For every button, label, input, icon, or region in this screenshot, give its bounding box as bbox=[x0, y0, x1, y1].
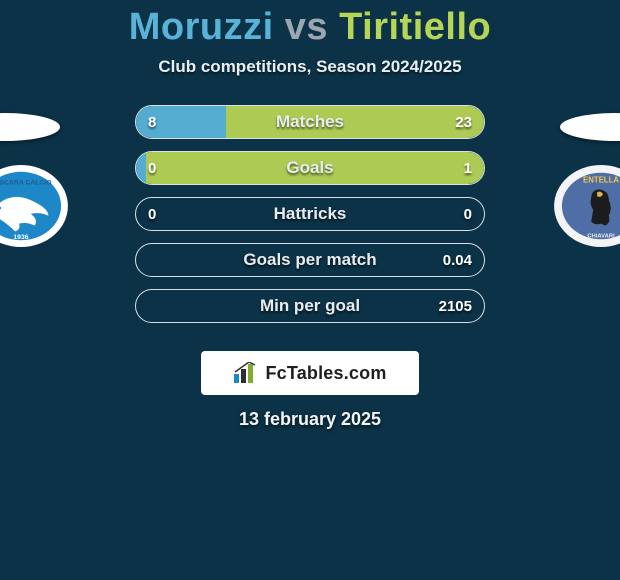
club-badge-player2: ENTELLA CHIAVARI bbox=[552, 163, 620, 249]
stat-right-value: 23 bbox=[455, 114, 472, 131]
stat-row-matches: 8 Matches 23 bbox=[135, 105, 485, 139]
stat-label: Goals bbox=[286, 158, 333, 178]
page-title: Moruzzi vs Tiritiello bbox=[0, 0, 620, 49]
stat-row-goals: 0 Goals 1 bbox=[135, 151, 485, 185]
player1-name: Moruzzi bbox=[129, 6, 274, 48]
svg-text:CHIAVARI: CHIAVARI bbox=[587, 233, 615, 239]
stat-row-hattricks: 0 Hattricks 0 bbox=[135, 197, 485, 231]
stat-right-value: 0.04 bbox=[443, 252, 472, 269]
club-badge-player1: PESCARA CALCIO 1936 bbox=[0, 163, 70, 249]
date-label: 13 february 2025 bbox=[0, 409, 620, 430]
stat-right-value: 2105 bbox=[439, 298, 472, 315]
svg-text:ENTELLA: ENTELLA bbox=[583, 176, 619, 185]
left-halo bbox=[0, 113, 60, 141]
brand-box[interactable]: FcTables.com bbox=[201, 351, 419, 395]
player2-name: Tiritiello bbox=[339, 6, 491, 48]
stat-row-goals-per-match: Goals per match 0.04 bbox=[135, 243, 485, 277]
stat-left-value: 8 bbox=[148, 114, 156, 131]
stat-rows: 8 Matches 23 0 Goals 1 0 Hattricks 0 Goa… bbox=[135, 105, 485, 335]
stat-right-value: 0 bbox=[464, 206, 472, 223]
fill-left bbox=[136, 152, 146, 184]
subtitle: Club competitions, Season 2024/2025 bbox=[0, 57, 620, 77]
stat-row-min-per-goal: Min per goal 2105 bbox=[135, 289, 485, 323]
comparison-stage: PESCARA CALCIO 1936 ENTELLA CHIAVARI 8 M… bbox=[0, 105, 620, 345]
svg-text:1936: 1936 bbox=[13, 234, 28, 241]
stat-label: Goals per match bbox=[243, 250, 376, 270]
stat-left-value: 0 bbox=[148, 206, 156, 223]
bars-icon bbox=[233, 362, 259, 384]
stat-right-value: 1 bbox=[464, 160, 472, 177]
vs-separator: vs bbox=[285, 6, 328, 48]
fill-right bbox=[226, 106, 484, 138]
brand-text: FcTables.com bbox=[265, 363, 386, 384]
stat-label: Min per goal bbox=[260, 296, 360, 316]
stat-label: Matches bbox=[276, 112, 344, 132]
svg-text:PESCARA CALCIO: PESCARA CALCIO bbox=[0, 180, 52, 187]
stat-left-value: 0 bbox=[148, 160, 156, 177]
stat-label: Hattricks bbox=[274, 204, 347, 224]
right-halo bbox=[560, 113, 620, 141]
